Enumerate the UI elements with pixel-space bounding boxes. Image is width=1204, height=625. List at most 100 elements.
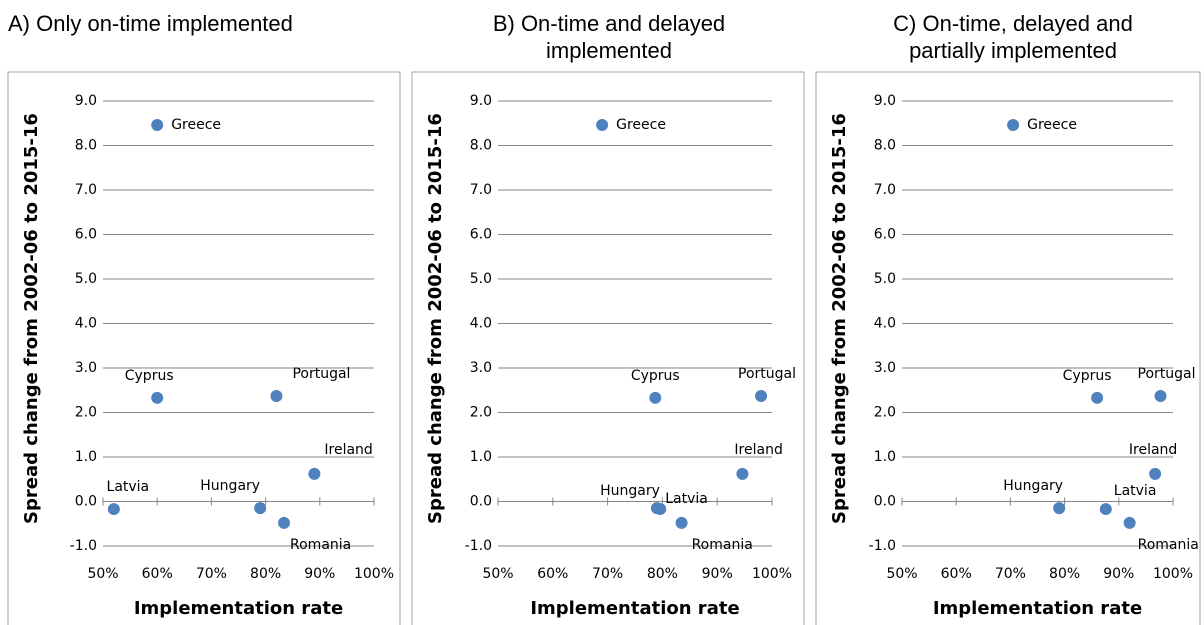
- point-label: Greece: [616, 117, 666, 133]
- y-tick-label: 5.0: [470, 271, 492, 287]
- y-tick-label: -1.0: [869, 538, 896, 554]
- x-tick-label: 90%: [1103, 566, 1134, 582]
- y-tick-label: 5.0: [874, 271, 896, 287]
- x-tick-label: 50%: [886, 566, 917, 582]
- x-tick-label: 100%: [354, 566, 394, 582]
- x-tick-label: 100%: [1153, 566, 1193, 582]
- point: [1123, 516, 1136, 529]
- point: [736, 467, 749, 480]
- point-label: Cyprus: [125, 368, 174, 384]
- x-tick-label: 50%: [482, 566, 513, 582]
- point-label: Ireland: [324, 442, 372, 458]
- point: [596, 119, 609, 132]
- panel-border: [411, 71, 805, 625]
- x-tick-label: 70%: [592, 566, 623, 582]
- y-tick-label: 5.0: [75, 271, 97, 287]
- point-label: Ireland: [734, 442, 782, 458]
- point-label: Hungary: [200, 478, 260, 494]
- y-tick-label: 2.0: [874, 405, 896, 421]
- chart-title: B) On-time and delayed implemented: [492, 11, 726, 63]
- point-label: Romania: [290, 537, 351, 553]
- point-label: Greece: [1027, 117, 1077, 133]
- y-axis-label: Spread change from 2002-06 to 2015-16: [425, 113, 446, 524]
- point: [649, 391, 662, 404]
- y-tick-label: 2.0: [75, 405, 97, 421]
- x-tick-label: 50%: [87, 566, 118, 582]
- y-tick-label: 4.0: [470, 316, 492, 332]
- x-tick-label: 80%: [647, 566, 678, 582]
- point-label: Ireland: [1129, 442, 1177, 458]
- point: [308, 467, 321, 480]
- panel-border: [815, 71, 1201, 625]
- point-label: Romania: [1138, 537, 1199, 553]
- y-tick-label: 7.0: [75, 182, 97, 198]
- y-tick-label: 2.0: [470, 405, 492, 421]
- point: [278, 516, 291, 529]
- y-tick-label: 1.0: [874, 449, 896, 465]
- y-tick-label: 0.0: [874, 494, 896, 510]
- point-label: Latvia: [107, 479, 150, 495]
- chart-panel: -1.0 0.0 1.0 2.0 3.0 4.0 5.0 6.0 7.0 8.0 9.0 50% 60%…: [808, 0, 1204, 625]
- point-label: Hungary: [600, 483, 660, 499]
- panel-border: [7, 71, 401, 625]
- point: [254, 502, 267, 515]
- chart: -1.0 0.0 1.0 2.0 3.0 4.0 5.0 6.0 7.0 8.0 9.0 50% 60%…: [7, 71, 401, 625]
- y-tick-label: 3.0: [874, 360, 896, 376]
- point: [675, 516, 688, 529]
- x-tick-label: 80%: [250, 566, 281, 582]
- point-label: Portugal: [292, 366, 350, 382]
- chart: -1.0 0.0 1.0 2.0 3.0 4.0 5.0 6.0 7.0 8.0 9.0 50% 60%…: [411, 71, 805, 625]
- point-label: Portugal: [738, 366, 796, 382]
- point-label: Latvia: [665, 491, 708, 507]
- point: [1099, 503, 1112, 516]
- point-label: Portugal: [1138, 366, 1196, 382]
- chart: -1.0 0.0 1.0 2.0 3.0 4.0 5.0 6.0 7.0 8.0 9.0 50% 60%…: [815, 71, 1201, 625]
- y-tick-label: 8.0: [470, 138, 492, 154]
- y-tick-label: 3.0: [470, 360, 492, 376]
- point: [654, 503, 667, 516]
- x-tick-label: 80%: [1049, 566, 1080, 582]
- y-tick-label: 9.0: [75, 93, 97, 109]
- x-tick-label: 90%: [702, 566, 733, 582]
- y-tick-label: 9.0: [874, 93, 896, 109]
- y-tick-label: 0.0: [75, 494, 97, 510]
- x-tick-label: 60%: [537, 566, 568, 582]
- x-tick-label: 90%: [304, 566, 335, 582]
- point: [1154, 390, 1167, 403]
- point-label: Romania: [692, 537, 753, 553]
- chart-panel: -1.0 0.0 1.0 2.0 3.0 4.0 5.0 6.0 7.0 8.0 9.0 50% 60%…: [404, 0, 808, 625]
- y-tick-label: -1.0: [70, 538, 97, 554]
- point: [1091, 391, 1104, 404]
- point: [270, 390, 283, 403]
- y-tick-label: 8.0: [874, 138, 896, 154]
- x-tick-label: 70%: [196, 566, 227, 582]
- y-tick-label: 1.0: [470, 449, 492, 465]
- point-label: Cyprus: [1063, 368, 1112, 384]
- y-tick-label: 9.0: [470, 93, 492, 109]
- point-label: Latvia: [1114, 483, 1157, 499]
- y-tick-label: 7.0: [470, 182, 492, 198]
- y-tick-label: 6.0: [470, 227, 492, 243]
- y-tick-label: 8.0: [75, 138, 97, 154]
- y-axis-label: Spread change from 2002-06 to 2015-16: [829, 113, 850, 524]
- y-tick-label: 1.0: [75, 449, 97, 465]
- point: [107, 503, 120, 516]
- y-tick-label: 0.0: [470, 494, 492, 510]
- x-axis-label: Implementation rate: [933, 598, 1142, 619]
- x-axis-label: Implementation rate: [134, 598, 343, 619]
- x-tick-label: 70%: [995, 566, 1026, 582]
- point: [1007, 119, 1020, 132]
- x-tick-label: 60%: [142, 566, 173, 582]
- chart-panel: -1.0 0.0 1.0 2.0 3.0 4.0 5.0 6.0 7.0 8.0 9.0 50% 60%…: [0, 0, 404, 625]
- y-tick-label: 6.0: [874, 227, 896, 243]
- point-label: Greece: [171, 117, 221, 133]
- point: [151, 391, 164, 404]
- x-tick-label: 60%: [941, 566, 972, 582]
- y-tick-label: 6.0: [75, 227, 97, 243]
- point: [755, 390, 768, 403]
- point: [1149, 467, 1162, 480]
- x-tick-label: 100%: [752, 566, 792, 582]
- y-tick-label: 4.0: [75, 316, 97, 332]
- point: [151, 119, 164, 132]
